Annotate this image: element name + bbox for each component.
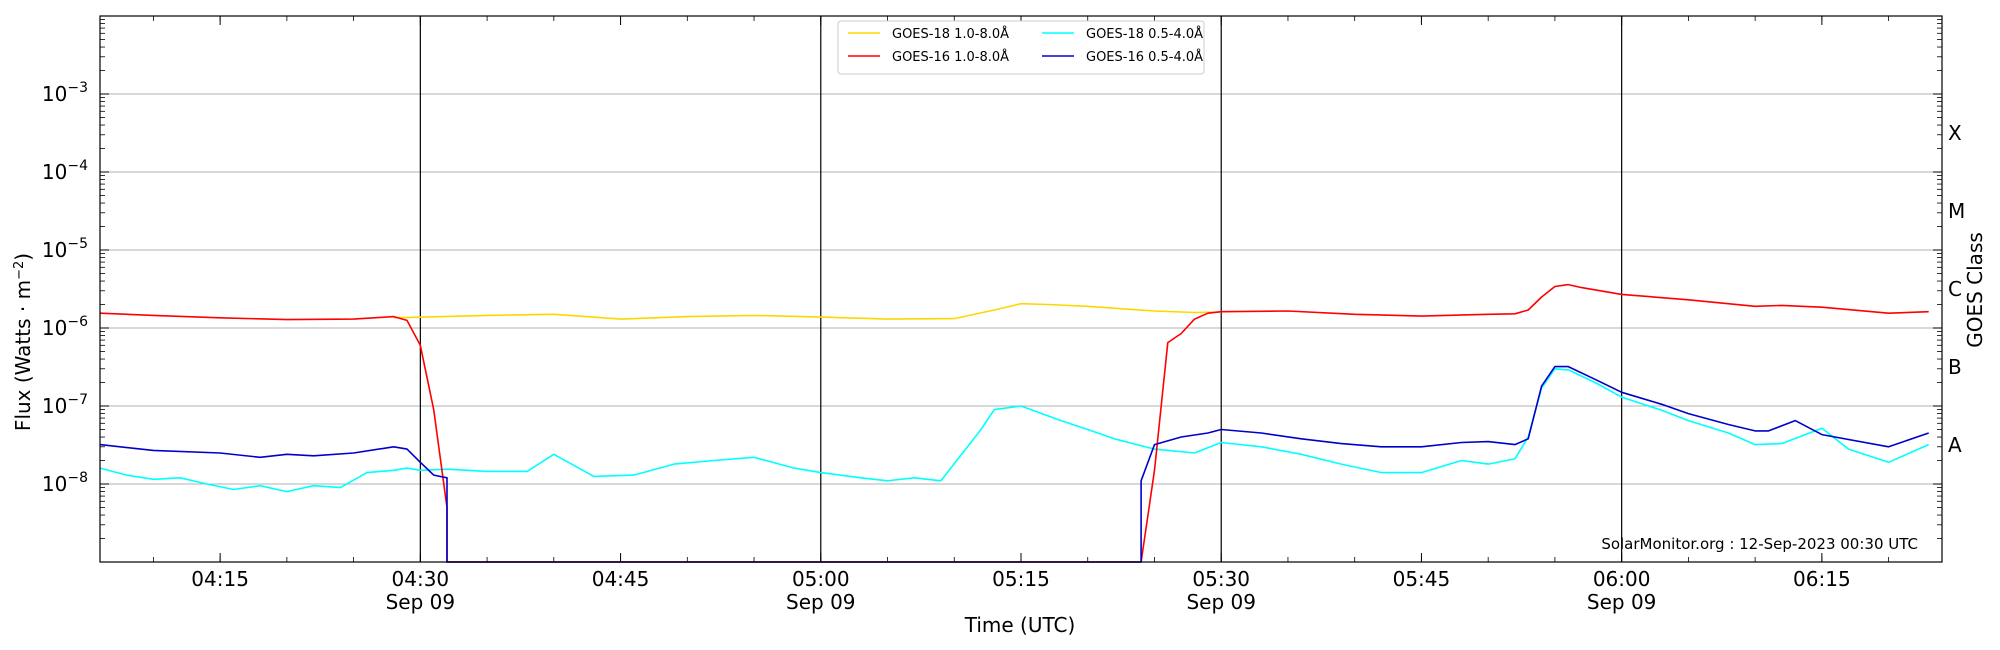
y-tick-base: 10 bbox=[42, 472, 67, 496]
y-tick-base: 10 bbox=[42, 394, 67, 418]
series-line-goes-16-0-5-4-0 bbox=[99, 365, 1929, 563]
x-tick-date-label: Sep 09 bbox=[1186, 590, 1256, 614]
x-tick-label: 04:15 bbox=[191, 567, 249, 591]
goes-class-label: M bbox=[1948, 199, 1965, 223]
credit-text: SolarMonitor.org : 12-Sep-2023 00:30 UTC bbox=[1601, 535, 1918, 553]
y-tick-base: 10 bbox=[42, 238, 67, 262]
y-tick-exponent: −6 bbox=[67, 314, 88, 330]
y-tick-label: 10−5 bbox=[42, 236, 88, 262]
x-tick-date-label: Sep 09 bbox=[1587, 590, 1657, 614]
y-axis-label-exponent: −2 bbox=[12, 261, 27, 280]
x-tick-date-label: Sep 09 bbox=[386, 590, 456, 614]
y-tick-label: 10−4 bbox=[42, 158, 88, 184]
goes-class-labels: X M C B A bbox=[1948, 121, 1965, 457]
y-axis-ticks: 10−310−410−510−610−710−8 bbox=[42, 19, 1942, 539]
x-tick-label: 05:15 bbox=[992, 567, 1050, 591]
series-line-goes-16-1-0-8-0 bbox=[99, 283, 1929, 563]
y-tick-label: 10−7 bbox=[42, 392, 88, 418]
y-tick-exponent: −4 bbox=[67, 158, 88, 174]
x-tick-label: 04:30 bbox=[392, 567, 450, 591]
y-tick-label: 10−8 bbox=[42, 470, 88, 496]
goes-class-label: C bbox=[1948, 277, 1962, 301]
y-tick-label: 10−3 bbox=[42, 80, 88, 106]
y-axis-label-main: Flux (Watts · m bbox=[11, 280, 35, 431]
plot-area bbox=[99, 283, 1930, 563]
x-tick-label: 05:00 bbox=[792, 567, 850, 591]
goes-class-label: B bbox=[1948, 355, 1962, 379]
legend-box bbox=[837, 20, 1205, 75]
y-tick-exponent: −8 bbox=[67, 470, 88, 486]
legend: GOES-18 1.0-8.0Å GOES-16 1.0-8.0Å GOES-18 … bbox=[837, 20, 1205, 75]
x-tick-label: 04:45 bbox=[592, 567, 650, 591]
x-tick-label: 05:45 bbox=[1393, 567, 1451, 591]
x-tick-label: 06:00 bbox=[1593, 567, 1651, 591]
x-tick-label: 06:15 bbox=[1793, 567, 1851, 591]
series-line-goes-18-0-5-4-0 bbox=[99, 367, 1930, 493]
legend-entry-label: GOES-18 1.0-8.0Å bbox=[892, 26, 1009, 42]
y-tick-exponent: −5 bbox=[67, 236, 88, 252]
y-tick-exponent: −7 bbox=[67, 392, 88, 408]
x-axis-label: Time (UTC) bbox=[964, 613, 1076, 637]
x-tick-date-label: Sep 09 bbox=[786, 590, 856, 614]
grid-lines bbox=[100, 93, 1942, 485]
series-line-goes-18-1-0-8-0 bbox=[393, 302, 1222, 320]
y-tick-base: 10 bbox=[42, 160, 67, 184]
y-tick-base: 10 bbox=[42, 316, 67, 340]
y-axis-label: Flux (Watts · m−2) bbox=[11, 253, 35, 431]
legend-entry-label: GOES-18 0.5-4.0Å bbox=[1086, 26, 1203, 42]
y-tick-label: 10−6 bbox=[42, 314, 88, 340]
goes-class-label: A bbox=[1948, 433, 1962, 457]
goes-class-label: X bbox=[1948, 121, 1962, 145]
y-axis-label-close: ) bbox=[11, 253, 35, 261]
y-tick-exponent: −3 bbox=[67, 80, 88, 96]
y-tick-base: 10 bbox=[42, 82, 67, 106]
legend-entry-label: GOES-16 1.0-8.0Å bbox=[892, 49, 1009, 65]
goes-class-axis-label: GOES Class bbox=[1963, 232, 1987, 348]
legend-entry-label: GOES-16 0.5-4.0Å bbox=[1086, 49, 1203, 65]
x-tick-label: 05:30 bbox=[1192, 567, 1250, 591]
